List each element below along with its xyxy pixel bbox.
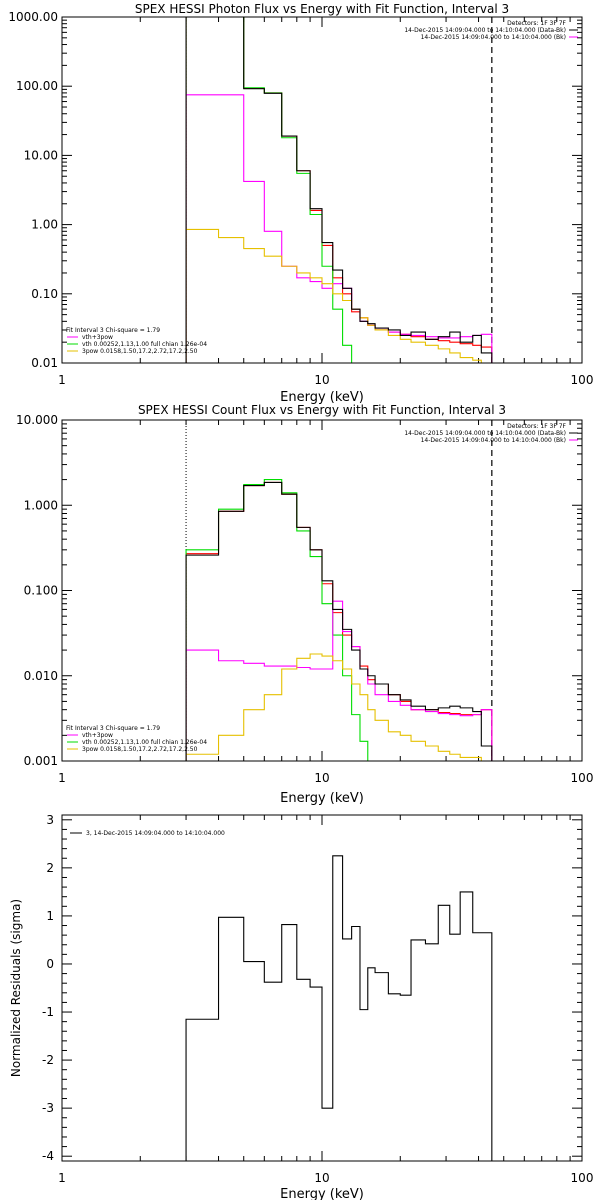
y-tick-label: -1: [42, 1005, 54, 1019]
y-tick-label: 1000.00: [8, 10, 58, 24]
legend-entry: vth 0.00252,1.13,1.00 full chian 1.26e-0…: [82, 739, 207, 746]
y-tick-label: 1.000: [24, 498, 58, 512]
plot-frame: [61, 814, 583, 1162]
data-series: [185, 481, 493, 761]
x-tick-label: 100: [571, 1171, 594, 1185]
plot-area: [185, 17, 493, 363]
legend-entry: Fit Interval 3 Chi-square = 1.79: [66, 327, 160, 334]
x-tick-label: 1: [58, 771, 66, 785]
y-tick-label: 0.10: [31, 287, 58, 301]
legend-entry: 3, 14-Dec-2015 14:09:04.000 to 14:10:04.…: [86, 830, 225, 837]
y-tick-label: -2: [42, 1053, 54, 1067]
total-fit-series: [185, 481, 493, 761]
plot-frame: [61, 419, 583, 762]
thermal-series: [185, 17, 353, 363]
info-line: Detectors: 1F 3F 7F: [507, 20, 566, 27]
x-tick-label: 10: [314, 771, 329, 785]
info-line: 14-Dec-2015 14:09:04.000 to 14:10:04.000…: [421, 34, 566, 41]
x-tick-label: 100: [571, 373, 594, 387]
info-line: 14-Dec-2015 14:09:04.000 to 14:10:04.000…: [404, 430, 566, 437]
plot-frame: [61, 16, 583, 364]
y-tick-label: 0.001: [24, 754, 58, 768]
y-tick-label: 3: [46, 813, 54, 827]
residuals-series: [185, 855, 493, 1161]
power-law-series: [185, 94, 493, 363]
chart-title: SPEX HESSI Photon Flux vs Energy with Fi…: [135, 2, 509, 16]
x-tick-label: 100: [571, 771, 594, 785]
plot-area: [185, 855, 493, 1161]
y-axis-label: Normalized Residuals (sigma): [9, 899, 23, 1077]
legend-entry: vth+3pow: [82, 334, 113, 341]
x-axis-label: Energy (keV): [280, 1187, 364, 1200]
x-tick-label: 1: [58, 1171, 66, 1185]
legend-entry: Fit Interval 3 Chi-square = 1.79: [66, 725, 160, 732]
y-tick-label: 2: [46, 861, 54, 875]
y-tick-label: 1.00: [31, 218, 58, 232]
power-law-series: [185, 600, 493, 761]
legend-entry: vth+3pow: [82, 732, 113, 739]
x-tick-label: 10: [314, 1171, 329, 1185]
y-tick-label: 10.00: [24, 148, 58, 162]
thermal-series: [185, 479, 369, 761]
info-line: Detectors: 1F 3F 7F: [507, 423, 566, 430]
photon-flux-panel: SPEX HESSI Photon Flux vs Energy with Fi…: [8, 2, 593, 405]
plot-area: [185, 420, 493, 761]
total-fit-series: [185, 17, 493, 363]
legend-entry: vth 0.00252,1.13,1.00 full chian 1.26e-0…: [82, 341, 207, 348]
x-axis-label: Energy (keV): [280, 791, 364, 806]
y-tick-label: -3: [42, 1101, 54, 1115]
y-tick-label: 0.100: [24, 584, 58, 598]
y-tick-label: 0.010: [24, 669, 58, 683]
thick-target-series: [185, 228, 493, 363]
y-tick-label: 10.000: [16, 413, 58, 427]
y-tick-label: -4: [42, 1149, 54, 1163]
info-line: 14-Dec-2015 14:09:04.000 to 14:10:04.000…: [421, 437, 566, 444]
y-tick-label: 0.01: [31, 356, 58, 370]
x-tick-label: 10: [314, 373, 329, 387]
y-tick-label: 1: [46, 909, 54, 923]
data-series: [185, 17, 493, 363]
info-line: 14-Dec-2015 14:09:04.000 to 14:10:04.000…: [404, 27, 566, 34]
legend-entry: 3pow 0.0158,1.50,17.2,2.72,17.2,2.50: [82, 348, 198, 355]
thick-target-series: [185, 653, 493, 761]
x-tick-label: 1: [58, 373, 66, 387]
count-flux-panel: SPEX HESSI Count Flux vs Energy with Fit…: [16, 403, 593, 806]
x-axis-label: Energy (keV): [280, 390, 364, 405]
chart-title: SPEX HESSI Count Flux vs Energy with Fit…: [138, 403, 506, 417]
y-tick-label: 0: [46, 957, 54, 971]
y-tick-label: 100.00: [16, 79, 58, 93]
legend-entry: 3pow 0.0158,1.50,17.2,2.72,17.2,2.50: [82, 746, 198, 753]
